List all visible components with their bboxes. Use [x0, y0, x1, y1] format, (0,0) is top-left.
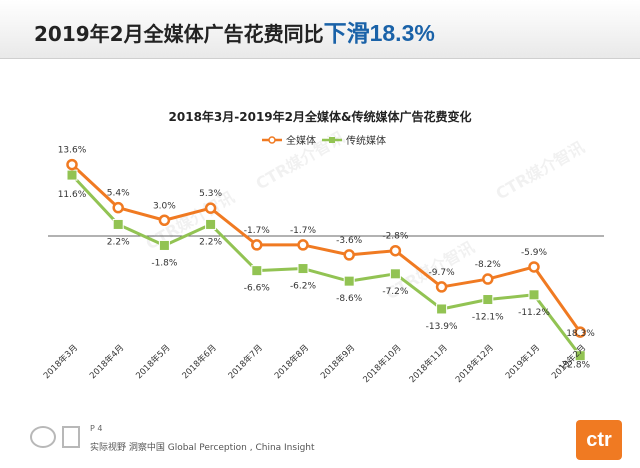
chart-title: 2018年3月-2019年2月全媒体&传统媒体广告花费变化 [169, 109, 472, 124]
ctr-logo: ctr [576, 420, 622, 460]
header-bar: 2019年2月全媒体广告花费同比下滑18.3% [0, 0, 640, 59]
data-label-all-media: -5.9% [521, 248, 548, 258]
data-point-traditional-media [436, 303, 448, 315]
data-point-all-media [158, 214, 171, 226]
data-point-traditional-media [297, 263, 309, 275]
data-point-traditional-media [205, 218, 217, 230]
data-point-all-media [435, 281, 448, 293]
data-label-all-media: 13.6% [58, 146, 87, 156]
x-tick-label: 2018年6月 [180, 342, 219, 381]
data-point-all-media [389, 244, 402, 257]
line-chart: CTR媒介智讯CTR媒介智讯CTR媒介智讯CTR媒介智讯2018年3月-2019… [41, 109, 604, 385]
data-label-all-media: 5.3% [199, 189, 222, 199]
data-point-traditional-media [389, 268, 401, 280]
page-title: 2019年2月全媒体广告花费同比下滑18.3% [34, 14, 435, 48]
data-point-traditional-media [482, 294, 494, 306]
data-label-all-media: 5.4% [107, 189, 130, 199]
data-point-all-media [482, 273, 494, 285]
x-tick-label: 2019年1月 [503, 342, 542, 381]
series-line-traditional-media [70, 174, 582, 357]
data-label-traditional-media: -8.6% [336, 294, 363, 304]
data-label-all-media: 3.0% [153, 201, 176, 211]
data-label-traditional-media: 2.2% [107, 237, 130, 247]
legend-marker-traditional-media [329, 137, 335, 143]
data-point-traditional-media [574, 350, 586, 362]
data-label-traditional-media: 2.2% [199, 237, 222, 247]
data-label-traditional-media: -13.9% [426, 322, 458, 332]
x-tick-label: 2018年12月 [453, 342, 496, 385]
data-label-all-media: -3.6% [336, 236, 363, 246]
data-label-traditional-media: -11.2% [518, 308, 550, 318]
page-number: P 4 [90, 424, 103, 433]
data-label-all-media: -2.8% [382, 232, 409, 242]
legend-marker-all-media [268, 136, 276, 144]
data-label-traditional-media: 11.6% [58, 190, 87, 200]
title-emphasis: 下滑 [323, 21, 370, 47]
data-point-traditional-media [528, 289, 540, 301]
data-point-all-media [251, 239, 263, 251]
watermark-text: CTR媒介智讯 [493, 138, 588, 204]
data-label-all-media: -1.7% [244, 226, 271, 236]
x-tick-label: 2018年10月 [361, 342, 404, 385]
title-value: 18.3% [369, 20, 435, 46]
x-tick-label: 2018年5月 [134, 342, 173, 381]
x-tick-label: 2018年4月 [87, 342, 126, 381]
x-tick-label: 2018年9月 [318, 342, 357, 381]
x-tick-label: 2018年8月 [272, 342, 311, 381]
data-label-all-media: -1.7% [290, 226, 317, 236]
x-tick-label: 2018年11月 [407, 342, 450, 385]
data-point-traditional-media [112, 218, 124, 230]
certification-logo-icon [30, 426, 56, 448]
data-label-traditional-media: -1.8% [151, 258, 178, 268]
data-point-all-media [528, 261, 540, 273]
data-point-all-media [112, 201, 124, 214]
x-tick-label: 2018年7月 [226, 342, 265, 381]
data-point-traditional-media [158, 239, 170, 251]
title-main: 2019年2月全媒体广告花费同比 [34, 22, 324, 46]
data-label-traditional-media: -22.8% [558, 361, 590, 371]
data-point-traditional-media [251, 265, 263, 277]
data-point-traditional-media [343, 275, 355, 287]
data-point-all-media [66, 158, 78, 171]
legend-label-all-media: 全媒体 [286, 134, 316, 147]
data-label-traditional-media: -12.1% [472, 313, 504, 323]
certification-badge-icon [62, 426, 80, 448]
data-label-traditional-media: -6.2% [290, 282, 317, 292]
data-label-all-media: -8.2% [475, 260, 502, 270]
data-label-traditional-media: -7.2% [382, 287, 409, 297]
legend-label-traditional-media: 传统媒体 [346, 134, 386, 147]
data-point-all-media [297, 239, 309, 251]
data-point-all-media [343, 249, 355, 261]
footer-slogan: 实际视野 洞察中国 Global Perception , China Insi… [90, 443, 315, 453]
data-point-traditional-media [66, 169, 78, 181]
series-line-all-media [70, 163, 582, 333]
x-tick-label: 2018年3月 [41, 342, 80, 381]
data-label-all-media: 18.3% [566, 329, 595, 339]
data-point-all-media [204, 202, 217, 214]
data-label-traditional-media: -6.6% [244, 284, 271, 294]
data-label-all-media: -9.7% [429, 268, 456, 278]
data-point-all-media [574, 326, 586, 338]
